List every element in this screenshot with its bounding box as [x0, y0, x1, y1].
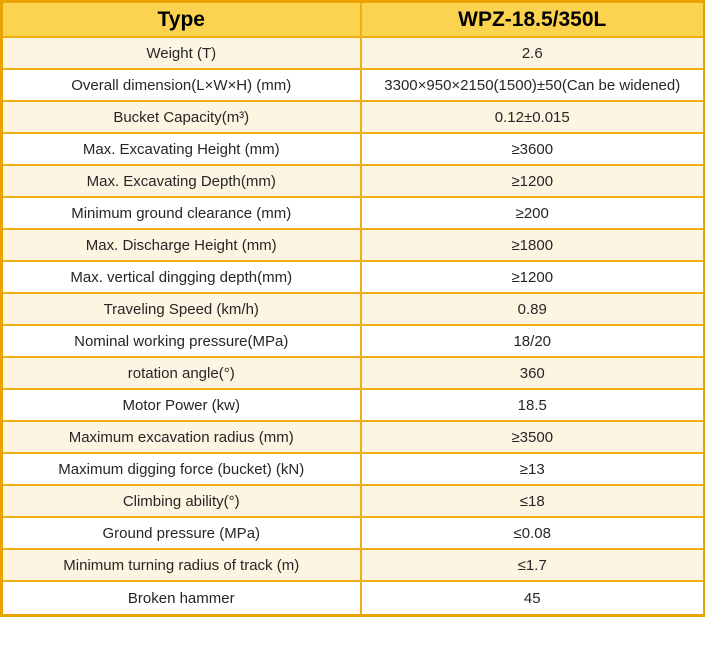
spec-value-cell: ≥1200	[359, 164, 705, 198]
table-row: Bucket Capacity(m³) 0.12±0.015	[0, 100, 705, 134]
header-row: Type WPZ-18.5/350L	[0, 0, 705, 38]
table-row: Max. Discharge Height (mm) ≥1800	[0, 228, 705, 262]
spec-label-cell: Overall dimension(L×W×H) (mm)	[0, 68, 362, 102]
spec-label-cell: Max. Discharge Height (mm)	[0, 228, 362, 262]
table-row: Nominal working pressure(MPa) 18/20	[0, 324, 705, 358]
spec-label-cell: Nominal working pressure(MPa)	[0, 324, 362, 358]
model-header-cell: WPZ-18.5/350L	[359, 0, 705, 38]
spec-value-cell: 45	[359, 580, 705, 617]
spec-value-cell: 3300×950×2150(1500)±50(Can be widened)	[359, 68, 705, 102]
table-row: Broken hammer 45	[0, 580, 705, 617]
spec-label-cell: Traveling Speed (km/h)	[0, 292, 362, 326]
table-row: Minimum ground clearance (mm) ≥200	[0, 196, 705, 230]
spec-sheet: Type WPZ-18.5/350L Weight (T) 2.6 Overal…	[0, 0, 705, 617]
spec-value-cell: ≥3600	[359, 132, 705, 166]
spec-label-cell: Ground pressure (MPa)	[0, 516, 362, 550]
type-header-cell: Type	[0, 0, 362, 38]
spec-value-cell: ≥200	[359, 196, 705, 230]
table-row: Overall dimension(L×W×H) (mm) 3300×950×2…	[0, 68, 705, 102]
spec-value-cell: 0.89	[359, 292, 705, 326]
table-row: Weight (T) 2.6	[0, 36, 705, 70]
spec-value-cell: ≤1.7	[359, 548, 705, 582]
table-row: Maximum digging force (bucket) (kN) ≥13	[0, 452, 705, 486]
spec-table: Type WPZ-18.5/350L Weight (T) 2.6 Overal…	[0, 0, 705, 617]
table-row: Minimum turning radius of track (m) ≤1.7	[0, 548, 705, 582]
table-row: Traveling Speed (km/h) 0.89	[0, 292, 705, 326]
spec-label-cell: Max. Excavating Height (mm)	[0, 132, 362, 166]
spec-label-cell: Broken hammer	[0, 580, 362, 617]
spec-value-cell: ≤0.08	[359, 516, 705, 550]
spec-label-cell: Motor Power (kw)	[0, 388, 362, 422]
table-row: Motor Power (kw) 18.5	[0, 388, 705, 422]
table-row: Max. Excavating Depth(mm) ≥1200	[0, 164, 705, 198]
table-row: Maximum excavation radius (mm) ≥3500	[0, 420, 705, 454]
spec-label-cell: Weight (T)	[0, 36, 362, 70]
spec-value-cell: ≤18	[359, 484, 705, 518]
table-row: Max. vertical dingging depth(mm) ≥1200	[0, 260, 705, 294]
spec-label-cell: Minimum ground clearance (mm)	[0, 196, 362, 230]
spec-value-cell: 2.6	[359, 36, 705, 70]
spec-label-cell: Max. vertical dingging depth(mm)	[0, 260, 362, 294]
spec-label-cell: Maximum digging force (bucket) (kN)	[0, 452, 362, 486]
spec-value-cell: ≥3500	[359, 420, 705, 454]
spec-label-cell: Climbing ability(°)	[0, 484, 362, 518]
spec-value-cell: 360	[359, 356, 705, 390]
spec-label-cell: Maximum excavation radius (mm)	[0, 420, 362, 454]
table-row: Climbing ability(°) ≤18	[0, 484, 705, 518]
table-row: Max. Excavating Height (mm) ≥3600	[0, 132, 705, 166]
spec-value-cell: 18.5	[359, 388, 705, 422]
table-row: rotation angle(°) 360	[0, 356, 705, 390]
spec-label-cell: rotation angle(°)	[0, 356, 362, 390]
spec-value-cell: ≥1800	[359, 228, 705, 262]
spec-value-cell: 18/20	[359, 324, 705, 358]
spec-value-cell: ≥13	[359, 452, 705, 486]
spec-value-cell: 0.12±0.015	[359, 100, 705, 134]
spec-value-cell: ≥1200	[359, 260, 705, 294]
spec-label-cell: Bucket Capacity(m³)	[0, 100, 362, 134]
table-row: Ground pressure (MPa) ≤0.08	[0, 516, 705, 550]
spec-label-cell: Minimum turning radius of track (m)	[0, 548, 362, 582]
spec-label-cell: Max. Excavating Depth(mm)	[0, 164, 362, 198]
